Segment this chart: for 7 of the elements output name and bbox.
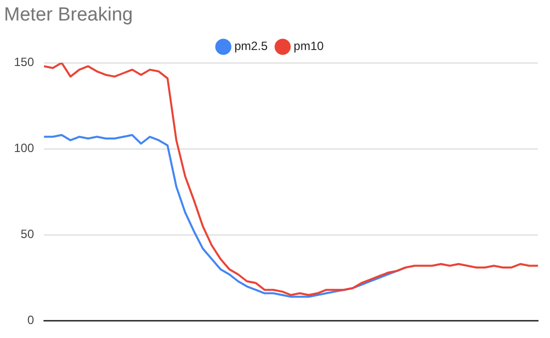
y-tick-label: 150 bbox=[14, 55, 34, 70]
y-tick-label: 100 bbox=[14, 141, 34, 156]
legend-label: pm2.5 bbox=[234, 39, 268, 54]
legend-label: pm10 bbox=[294, 39, 324, 54]
y-tick-label: 50 bbox=[20, 227, 34, 242]
chart-title: Meter Breaking bbox=[4, 4, 133, 26]
y-tick-label: 0 bbox=[27, 313, 34, 328]
